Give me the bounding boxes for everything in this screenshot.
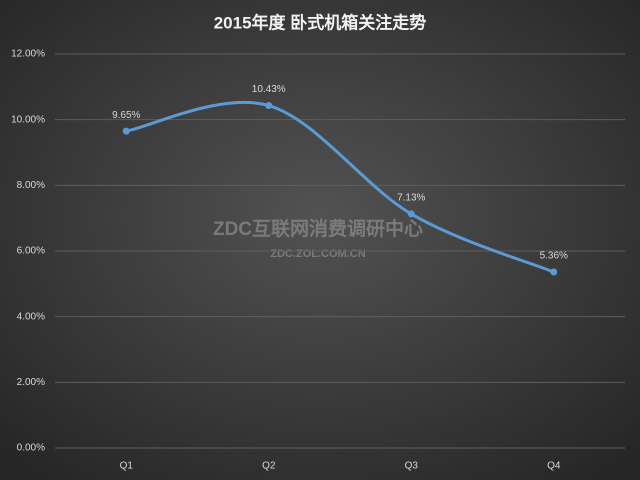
marker bbox=[265, 102, 273, 110]
value-label: 9.65% bbox=[112, 110, 140, 121]
y-tick-label: 10.00% bbox=[11, 114, 45, 125]
marker bbox=[407, 210, 415, 218]
x-tick-label: Q3 bbox=[405, 461, 419, 472]
value-label: 10.43% bbox=[252, 84, 286, 95]
series-line bbox=[124, 100, 556, 274]
y-tick-label: 6.00% bbox=[17, 246, 45, 257]
marker bbox=[122, 127, 130, 135]
y-tick-label: 2.00% bbox=[17, 377, 45, 388]
x-tick-label: Q4 bbox=[547, 461, 561, 472]
x-tick-label: Q2 bbox=[262, 461, 276, 472]
watermark-url: ZDC.ZOL.COM.CN bbox=[270, 248, 365, 260]
marker bbox=[550, 268, 558, 276]
y-tick-label: 0.00% bbox=[17, 443, 45, 454]
x-tick-label: Q1 bbox=[120, 461, 134, 472]
y-tick-label: 4.00% bbox=[17, 311, 45, 322]
y-tick-label: 12.00% bbox=[11, 49, 45, 60]
value-label: 5.36% bbox=[540, 251, 568, 262]
value-label: 7.13% bbox=[397, 193, 425, 204]
y-tick-label: 8.00% bbox=[17, 180, 45, 191]
chart-title: 2015年度 卧式机箱关注走势 bbox=[214, 12, 427, 32]
watermark: ZDC互联网消费调研中心 bbox=[213, 217, 423, 240]
